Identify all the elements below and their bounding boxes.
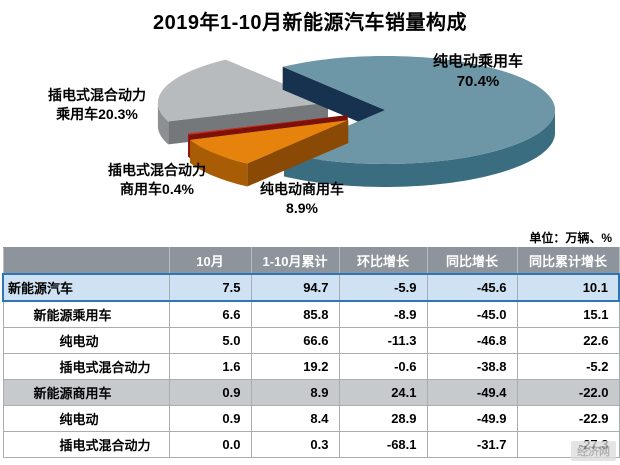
table-cell: 15.1 xyxy=(516,300,620,328)
table-cell: -8.9 xyxy=(338,300,428,328)
pie-slice-rim xyxy=(284,109,555,187)
table-cell: -11.3 xyxy=(338,327,428,354)
pie-chart xyxy=(157,56,555,187)
table-wrap: 10月 1-10月累计 环比增长 同比增长 同比累计增长 新能源汽车 7.5 94.… xyxy=(0,247,620,458)
table-cell: 19.2 xyxy=(250,353,340,380)
page-title: 2019年1-10月新能源汽车销量构成 xyxy=(152,12,468,34)
header-cell-yoy: 同比增长 xyxy=(426,247,518,275)
table-cell: -5.9 xyxy=(338,273,428,302)
table-cell: 1.6 xyxy=(168,353,252,380)
table-cell: -49.9 xyxy=(426,405,518,432)
sales-table: 10月 1-10月累计 环比增长 同比增长 同比累计增长 新能源汽车 7.5 94.… xyxy=(2,247,620,458)
pie-label-line: 70.4% xyxy=(456,73,500,91)
table-cell: -5.2 xyxy=(516,353,620,380)
table-cell: 0.3 xyxy=(250,431,340,458)
watermark: 经济网 xyxy=(571,441,616,461)
table-cell: 0.0 xyxy=(168,431,252,458)
table-cell: 8.9 xyxy=(250,379,340,406)
header-cell-ytd: 1-10月累计 xyxy=(250,247,340,275)
pie-label-line: 乘用车20.3% xyxy=(56,105,138,122)
table-cell: -49.4 xyxy=(426,379,518,406)
header-cell-month: 10月 xyxy=(168,247,252,275)
table-row: 插电式混合动力 1.6 19.2 -0.6 -38.8 -5.2 xyxy=(2,353,620,380)
table-cell: 7.5 xyxy=(168,273,252,302)
table-cell: -22.9 xyxy=(516,405,620,432)
unit-note: 单位：万辆、% xyxy=(529,231,612,245)
table-cell: -38.8 xyxy=(426,353,518,380)
header-cell-yoyytd: 同比累计增长 xyxy=(516,247,620,275)
pie-label-line: 8.9% xyxy=(286,199,318,216)
table-cell: 0.9 xyxy=(168,405,252,432)
pie-label-line: 纯电动商用车 xyxy=(260,181,344,197)
row-label: 插电式混合动力 xyxy=(2,431,170,458)
pie-label-line: 插电式混合动力 xyxy=(108,162,206,178)
table-cell: 85.8 xyxy=(250,300,340,328)
table-cell: -0.6 xyxy=(338,353,428,380)
table-cell: -46.8 xyxy=(426,327,518,354)
table-row: 新能源乘用车 6.6 85.8 -8.9 -45.0 15.1 xyxy=(2,300,620,328)
table-row: 新能源商用车 0.9 8.9 24.1 -49.4 -22.0 xyxy=(2,379,620,406)
pie-slice-rim xyxy=(157,102,169,145)
header-cell-mom: 环比增长 xyxy=(338,247,428,275)
row-label: 纯电动 xyxy=(2,405,170,432)
row-label: 插电式混合动力 xyxy=(2,353,170,380)
pie-slice-rim xyxy=(188,133,190,158)
row-label: 新能源乘用车 xyxy=(2,300,170,328)
pie-slice-top xyxy=(190,120,349,164)
pie-slice-wall xyxy=(282,66,385,133)
table-cell: 10.1 xyxy=(516,273,620,302)
table-row: 纯电动 0.9 8.4 28.9 -49.9 -22.9 xyxy=(2,405,620,432)
table-cell: -68.1 xyxy=(338,431,428,458)
table-row: 新能源汽车 7.5 94.7 -5.9 -45.6 10.1 xyxy=(2,273,620,302)
pie-label-ev-passenger: 纯电动乘用车 70.4% xyxy=(404,52,552,93)
table-cell: 66.6 xyxy=(250,327,340,354)
table-cell: -45.0 xyxy=(426,300,518,328)
pie-label-phev-passenger: 插电式混合动力 乘用车20.3% xyxy=(18,86,176,124)
table-cell: 24.1 xyxy=(338,379,428,406)
table-cell: 8.4 xyxy=(250,405,340,432)
table-cell: 5.0 xyxy=(168,327,252,354)
table-cell: -45.6 xyxy=(426,273,518,302)
table-cell: 94.7 xyxy=(250,273,340,302)
header-cell-label xyxy=(2,247,170,275)
pie-slice-top xyxy=(282,56,555,164)
pie-slice-top xyxy=(188,115,348,135)
table-cell: -22.0 xyxy=(516,379,620,406)
table-cell: 0.9 xyxy=(168,379,252,406)
row-label: 纯电动 xyxy=(2,327,170,354)
chart-area: 2019年1-10月新能源汽车销量构成 插电式混合动力 乘用车20.3% 纯电动… xyxy=(18,12,612,245)
table-cell: -31.7 xyxy=(426,431,518,458)
table-cell: 22.6 xyxy=(516,327,620,354)
pie-label-line: 纯电动乘用车 xyxy=(432,53,523,70)
pie-label-ev-commercial: 纯电动商用车 8.9% xyxy=(246,180,358,218)
row-label: 新能源汽车 xyxy=(2,273,170,302)
table-header-row: 10月 1-10月累计 环比增长 同比增长 同比累计增长 xyxy=(2,247,620,275)
pie-slice-top xyxy=(157,59,328,122)
table-row: 纯电动 5.0 66.6 -11.3 -46.8 22.6 xyxy=(2,327,620,354)
pie-label-line: 插电式混合动力 xyxy=(48,87,146,103)
table-cell: 6.6 xyxy=(168,300,252,328)
pie-slice-rim xyxy=(190,139,248,187)
row-label: 新能源商用车 xyxy=(2,379,170,406)
pie-label-phev-commercial: 插电式混合动力 商用车0.4% xyxy=(78,161,236,199)
pie-label-line: 商用车0.4% xyxy=(120,180,194,197)
table-cell: 28.9 xyxy=(338,405,428,432)
